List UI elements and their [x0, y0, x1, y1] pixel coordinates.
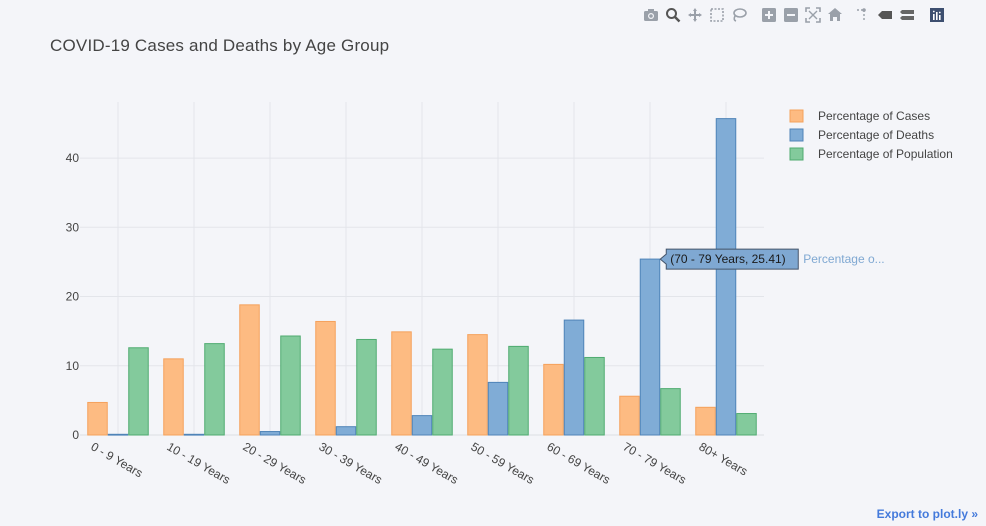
bar[interactable]: [432, 348, 453, 436]
plotly-logo-button[interactable]: [926, 5, 948, 25]
bar[interactable]: [204, 343, 225, 436]
autoscale-button[interactable]: [802, 5, 824, 25]
hover-compare-button[interactable]: [896, 5, 918, 25]
bar[interactable]: [163, 358, 184, 436]
legend-label[interactable]: Percentage of Deaths: [818, 128, 934, 142]
bar[interactable]: [639, 258, 661, 436]
box-select-button[interactable]: [706, 5, 728, 25]
legend-swatch[interactable]: [789, 128, 804, 142]
bar[interactable]: [487, 381, 509, 436]
zoom-icon: [666, 8, 681, 23]
x-tick-label: 50 - 59 Years: [469, 439, 537, 486]
legend-label[interactable]: Percentage of Cases: [818, 109, 930, 123]
bar[interactable]: [584, 356, 605, 436]
bar[interactable]: [315, 320, 336, 436]
hover-series-label: Percentage o...: [803, 252, 884, 266]
bar[interactable]: [335, 426, 357, 436]
bar[interactable]: [183, 433, 205, 436]
bar[interactable]: [107, 433, 129, 436]
y-tick-label: 10: [66, 359, 80, 373]
box-select-icon: [710, 8, 724, 22]
hover-closest-icon: [878, 11, 892, 19]
bar[interactable]: [543, 363, 564, 436]
x-tick-label: 30 - 39 Years: [317, 439, 385, 486]
legend-swatch[interactable]: [789, 109, 804, 123]
zoom-button[interactable]: [662, 5, 684, 25]
x-tick-label: 80+ Years: [697, 439, 751, 478]
legend-swatch[interactable]: [789, 147, 804, 161]
pan-icon: [688, 8, 702, 22]
bar[interactable]: [239, 304, 260, 436]
bar[interactable]: [508, 345, 529, 436]
x-tick-label: 20 - 29 Years: [241, 439, 309, 486]
lasso-select-button[interactable]: [728, 5, 750, 25]
spike-lines-button[interactable]: [852, 5, 874, 25]
x-tick-label: 60 - 69 Years: [545, 439, 613, 486]
bar[interactable]: [128, 347, 149, 436]
lasso-select-icon: [733, 8, 747, 22]
pan-button[interactable]: [684, 5, 706, 25]
x-tick-label: 70 - 79 Years: [621, 439, 689, 486]
hover-closest-button[interactable]: [874, 5, 896, 25]
camera-button[interactable]: [640, 5, 662, 25]
x-tick-label: 0 - 9 Years: [89, 439, 146, 480]
bar[interactable]: [563, 319, 585, 436]
zoom-in-icon: [762, 8, 776, 22]
chart-title: COVID-19 Cases and Deaths by Age Group: [50, 36, 390, 55]
bar[interactable]: [715, 118, 737, 436]
bar[interactable]: [356, 338, 377, 436]
hover-value-label: (70 - 79 Years, 25.41): [670, 252, 785, 266]
bar[interactable]: [467, 334, 488, 436]
y-tick-label: 0: [72, 428, 79, 442]
reset-axes-icon: [828, 8, 842, 21]
legend-label[interactable]: Percentage of Population: [818, 147, 953, 161]
y-tick-label: 30: [66, 220, 80, 234]
camera-icon: [644, 9, 658, 21]
bar[interactable]: [660, 388, 681, 436]
bar[interactable]: [87, 401, 108, 436]
plotly-logo-icon: [930, 8, 944, 22]
zoom-out-button[interactable]: [780, 5, 802, 25]
x-tick-label: 10 - 19 Years: [165, 439, 233, 486]
export-link[interactable]: Export to plot.ly »: [876, 507, 978, 521]
hover-box: [659, 248, 799, 270]
hover-compare-icon: [900, 10, 914, 20]
bar[interactable]: [619, 395, 640, 436]
reset-axes-button[interactable]: [824, 5, 846, 25]
bar[interactable]: [736, 413, 757, 436]
zoom-out-icon: [784, 8, 798, 22]
autoscale-icon: [805, 7, 821, 23]
y-tick-label: 40: [66, 151, 80, 165]
bar[interactable]: [391, 331, 412, 436]
spike-lines-icon: [857, 8, 866, 22]
bar[interactable]: [259, 431, 281, 436]
x-tick-label: 40 - 49 Years: [393, 439, 461, 486]
zoom-in-button[interactable]: [758, 5, 780, 25]
bar[interactable]: [411, 415, 433, 436]
modebar: [640, 5, 948, 25]
bar[interactable]: [280, 335, 301, 436]
y-tick-label: 20: [66, 290, 80, 304]
bar[interactable]: [695, 406, 716, 436]
